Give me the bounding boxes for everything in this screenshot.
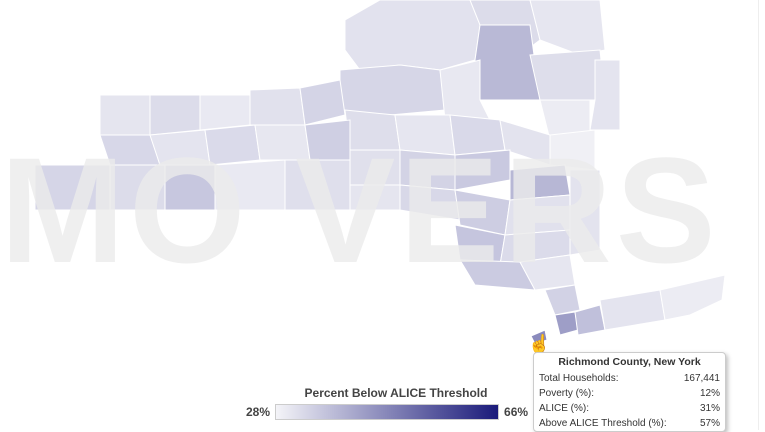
- tooltip-row: Above ALICE Threshold (%): 57%: [539, 416, 720, 431]
- counties: [34, 0, 726, 345]
- county[interactable]: [349, 184, 401, 211]
- tooltip-row: Poverty (%): 12%: [539, 386, 720, 401]
- county[interactable]: [149, 94, 201, 136]
- county[interactable]: [349, 149, 401, 186]
- tooltip-value: 31%: [699, 403, 720, 414]
- county-tooltip: Richmond County, New York Total Househol…: [533, 352, 726, 432]
- tooltip-label: Poverty (%):: [539, 388, 595, 399]
- county[interactable]: [214, 159, 286, 211]
- county[interactable]: [249, 87, 306, 126]
- county[interactable]: [529, 0, 606, 56]
- tooltip-value: 12%: [699, 388, 720, 399]
- tooltip-label: ALICE (%):: [539, 403, 590, 414]
- county[interactable]: [599, 289, 666, 331]
- county[interactable]: [34, 164, 111, 211]
- county[interactable]: [399, 184, 461, 221]
- county[interactable]: [254, 124, 311, 161]
- county[interactable]: [149, 129, 211, 166]
- county[interactable]: [544, 284, 581, 316]
- county[interactable]: [659, 274, 726, 321]
- legend-title: Percent Below ALICE Threshold: [304, 386, 488, 400]
- county[interactable]: [204, 124, 261, 166]
- county[interactable]: [339, 64, 446, 116]
- hand-pointer-icon: ☝: [528, 334, 551, 354]
- tooltip-row: ALICE (%): 31%: [539, 401, 720, 416]
- tooltip-label: Total Households:: [539, 373, 619, 384]
- county[interactable]: [399, 149, 456, 191]
- tooltip-title: Richmond County, New York: [558, 356, 701, 368]
- county[interactable]: [554, 311, 579, 336]
- county[interactable]: [454, 149, 511, 191]
- county[interactable]: [549, 129, 596, 171]
- county[interactable]: [439, 59, 491, 121]
- county[interactable]: [449, 114, 506, 156]
- county[interactable]: [569, 169, 601, 256]
- legend-gradient-bar: [275, 404, 500, 420]
- county[interactable]: [284, 159, 351, 211]
- county[interactable]: [109, 164, 166, 211]
- legend-min-label: 28%: [246, 405, 271, 419]
- legend: Percent Below ALICE Threshold 28% 66%: [246, 386, 536, 420]
- tooltip-label: Above ALICE Threshold (%):: [539, 418, 667, 429]
- county[interactable]: [394, 114, 456, 156]
- county[interactable]: [509, 164, 571, 201]
- county[interactable]: [344, 109, 401, 151]
- county[interactable]: [299, 79, 346, 126]
- county[interactable]: [504, 194, 571, 236]
- county[interactable]: [529, 49, 606, 101]
- county[interactable]: [164, 164, 216, 211]
- county-richmond[interactable]: [530, 329, 548, 345]
- county[interactable]: [99, 94, 151, 136]
- tooltip-value: 167,441: [683, 373, 720, 384]
- county[interactable]: [199, 94, 251, 131]
- county[interactable]: [304, 119, 351, 161]
- county[interactable]: [474, 24, 541, 101]
- county[interactable]: [344, 0, 481, 71]
- tooltip-value: 57%: [699, 418, 720, 429]
- tooltip-row: Total Households: 167,441: [539, 371, 720, 386]
- divider: [758, 0, 759, 430]
- county[interactable]: [589, 59, 621, 131]
- legend-max-label: 66%: [504, 405, 529, 419]
